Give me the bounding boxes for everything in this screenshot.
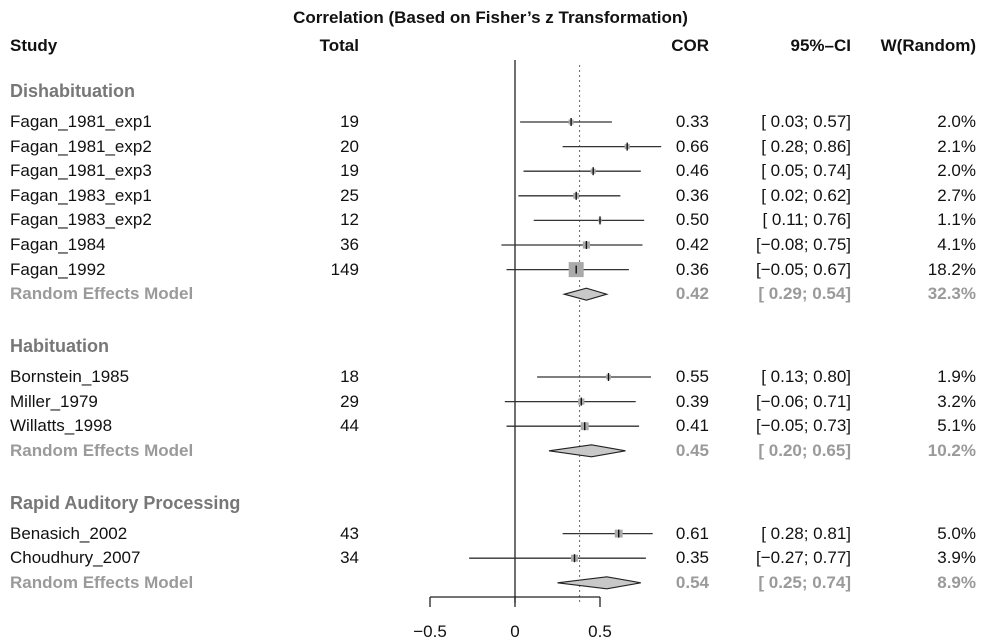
header-ci: 95%–CI: [790, 36, 851, 55]
study-cor: 0.46: [675, 161, 709, 181]
study-ci: [−0.27; 0.77]: [756, 548, 851, 568]
study-weight: 3.2%: [937, 391, 976, 411]
x-axis-tick-label: −0.5: [413, 622, 447, 641]
study-total: 43: [340, 523, 359, 543]
study-ci: [ 0.13; 0.80]: [761, 367, 851, 386]
header-weight: W(Random): [880, 36, 976, 55]
study-name: Fagan_1992: [10, 259, 106, 279]
study-ci: [ 0.11; 0.76]: [762, 210, 851, 230]
study-total: 36: [340, 235, 359, 254]
study-total: 20: [340, 136, 359, 156]
model-weight: 32.3%: [927, 284, 976, 304]
header-total: Total: [319, 36, 359, 55]
study-name: Fagan_1981_exp1: [10, 112, 152, 131]
model-diamond: [548, 444, 626, 458]
study-total: 34: [340, 548, 359, 568]
header-study: Study: [10, 36, 58, 55]
study-cor: 0.35: [675, 548, 709, 568]
model-label: Random Effects Model: [10, 572, 194, 592]
study-name: Fagan_1984: [10, 235, 106, 254]
group-label: Rapid Auditory Processing: [10, 493, 241, 513]
model-diamond: [562, 287, 609, 301]
study-weight: 2.0%: [937, 112, 976, 131]
study-ci: [−0.05; 0.73]: [756, 416, 851, 436]
study-total: 44: [340, 416, 359, 436]
study-name: Fagan_1983_exp2: [10, 210, 152, 230]
study-total: 19: [340, 112, 359, 131]
study-ci: [ 0.28; 0.86]: [761, 136, 851, 156]
study-cor: 0.36: [675, 185, 709, 205]
study-ci: [ 0.02; 0.62]: [761, 185, 851, 205]
model-cor: 0.45: [675, 440, 709, 460]
study-total: 12: [340, 210, 359, 230]
study-name: Miller_1979: [10, 391, 98, 411]
study-ci: [ 0.03; 0.57]: [761, 112, 851, 131]
model-ci: [ 0.29; 0.54]: [758, 284, 851, 304]
study-weight: 1.1%: [937, 210, 976, 230]
model-cor: 0.54: [675, 572, 709, 592]
chart-title: Correlation (Based on Fisher’s z Transfo…: [293, 8, 688, 27]
study-total: 19: [340, 161, 359, 181]
study-name: Willatts_1998: [10, 416, 113, 436]
study-name: Benasich_2002: [10, 523, 128, 543]
study-ci: [ 0.05; 0.74]: [761, 161, 851, 181]
study-weight: 3.9%: [937, 548, 976, 568]
header-cor: COR: [671, 36, 709, 55]
model-weight: 10.2%: [927, 440, 976, 460]
study-cor: 0.33: [675, 112, 709, 131]
model-label: Random Effects Model: [10, 284, 194, 304]
study-cor: 0.39: [675, 391, 709, 411]
study-cor: 0.36: [675, 259, 709, 279]
study-weight: 2.0%: [937, 161, 976, 181]
study-ci: [−0.08; 0.75]: [756, 235, 851, 254]
study-ci: [ 0.28; 0.81]: [761, 523, 851, 543]
study-weight: 4.1%: [937, 235, 976, 254]
x-axis-tick-label: 0: [510, 622, 520, 641]
study-total: 149: [330, 259, 359, 279]
study-ci: [−0.06; 0.71]: [756, 391, 851, 411]
study-name: Bornstein_1985: [10, 367, 130, 386]
model-weight: 8.9%: [937, 572, 976, 592]
model-cor: 0.42: [675, 284, 709, 304]
study-cor: 0.50: [675, 210, 709, 230]
study-cor: 0.55: [675, 367, 709, 386]
study-weight: 2.7%: [937, 185, 976, 205]
study-weight: 1.9%: [937, 367, 976, 386]
group-label: Habituation: [10, 336, 109, 357]
study-cor: 0.66: [675, 136, 709, 156]
group-label: Dishabituation: [10, 81, 135, 102]
study-total: 25: [340, 185, 359, 205]
study-weight: 5.1%: [937, 416, 976, 436]
study-name: Fagan_1981_exp2: [10, 136, 152, 156]
study-cor: 0.61: [675, 523, 709, 543]
study-cor: 0.41: [675, 416, 709, 436]
study-name: Choudhury_2007: [10, 548, 141, 568]
study-weight: 18.2%: [927, 259, 976, 279]
model-ci: [ 0.20; 0.65]: [758, 440, 851, 460]
study-total: 29: [340, 391, 359, 411]
x-axis-tick-label: 0.5: [588, 622, 612, 641]
study-name: Fagan_1983_exp1: [10, 185, 152, 205]
study-weight: 5.0%: [937, 523, 976, 543]
model-ci: [ 0.25; 0.74]: [758, 572, 851, 592]
study-ci: [−0.05; 0.67]: [756, 259, 851, 279]
study-weight: 2.1%: [937, 136, 976, 156]
model-label: Random Effects Model: [10, 440, 194, 460]
model-diamond: [557, 576, 641, 590]
study-cor: 0.42: [675, 235, 709, 254]
study-name: Fagan_1981_exp3: [10, 161, 152, 181]
study-total: 18: [340, 367, 359, 386]
